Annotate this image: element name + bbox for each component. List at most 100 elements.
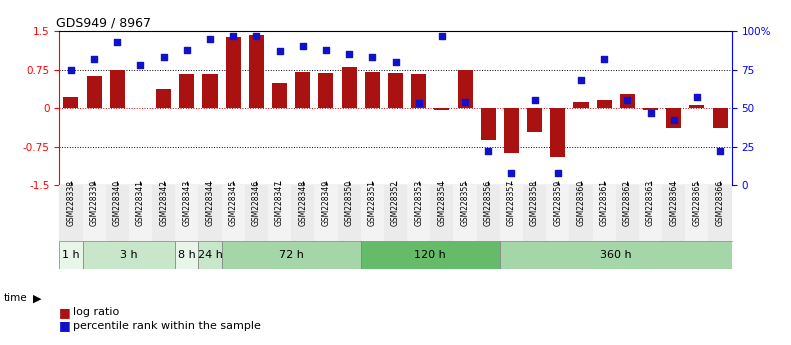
Bar [110, 70, 125, 108]
Bar [481, 108, 496, 140]
Bar [527, 108, 542, 132]
FancyBboxPatch shape [82, 241, 176, 269]
Point [528, 98, 541, 103]
Bar [221, 185, 244, 241]
Text: GDS949 / 8967: GDS949 / 8967 [56, 17, 151, 30]
Text: 360 h: 360 h [600, 250, 631, 260]
Point [668, 118, 680, 123]
Bar [384, 185, 407, 241]
Point [691, 95, 703, 100]
Bar [453, 185, 477, 241]
Text: log ratio: log ratio [73, 307, 119, 317]
Bar [225, 37, 240, 108]
Bar [291, 185, 314, 241]
Point [436, 33, 448, 38]
Point [343, 51, 355, 57]
Bar [365, 72, 380, 108]
Bar [477, 185, 500, 241]
Text: 8 h: 8 h [178, 250, 195, 260]
Bar [685, 185, 709, 241]
Point [713, 148, 726, 154]
Bar [106, 185, 129, 241]
Point [111, 39, 123, 45]
Bar [338, 185, 361, 241]
Point [320, 47, 332, 52]
Bar [573, 102, 589, 108]
Bar [342, 67, 357, 108]
Bar [411, 74, 426, 108]
Bar [59, 185, 82, 241]
Bar [244, 185, 268, 241]
Point [227, 33, 240, 38]
Bar [407, 185, 430, 241]
Point [366, 55, 379, 60]
Point [574, 78, 587, 83]
Bar [180, 74, 195, 108]
Text: time: time [4, 294, 28, 303]
Bar [615, 185, 639, 241]
Bar [666, 108, 681, 128]
Bar [272, 83, 287, 108]
Bar [713, 108, 728, 128]
Text: 24 h: 24 h [198, 250, 222, 260]
Point [505, 170, 518, 176]
Bar [388, 73, 403, 108]
Bar [82, 185, 106, 241]
Point [180, 47, 193, 52]
Point [482, 148, 494, 154]
FancyBboxPatch shape [221, 241, 361, 269]
FancyBboxPatch shape [500, 241, 732, 269]
Bar [592, 185, 615, 241]
Point [551, 170, 564, 176]
FancyBboxPatch shape [59, 241, 82, 269]
Bar [570, 185, 592, 241]
Point [621, 98, 634, 103]
Bar [202, 74, 218, 108]
Bar [662, 185, 685, 241]
Bar [457, 70, 472, 108]
Bar [547, 185, 570, 241]
Point [644, 110, 657, 116]
Bar [156, 89, 171, 108]
Bar [86, 76, 101, 108]
Text: percentile rank within the sample: percentile rank within the sample [73, 321, 261, 331]
Text: 1 h: 1 h [62, 250, 80, 260]
Bar [249, 35, 264, 108]
Bar [504, 108, 519, 153]
Point [65, 67, 78, 72]
Point [459, 99, 471, 105]
Bar [523, 185, 547, 241]
Bar [319, 73, 334, 108]
Bar [434, 108, 449, 110]
Bar [295, 72, 310, 108]
Bar [314, 185, 338, 241]
Text: 72 h: 72 h [278, 250, 304, 260]
Bar [152, 185, 176, 241]
FancyBboxPatch shape [361, 241, 500, 269]
Point [88, 56, 100, 61]
Bar [430, 185, 453, 241]
Bar [596, 100, 611, 108]
Text: ■: ■ [59, 306, 71, 319]
Point [412, 101, 425, 106]
Bar [620, 94, 635, 108]
Bar [129, 185, 152, 241]
Point [273, 48, 286, 54]
Bar [551, 108, 566, 157]
Bar [709, 185, 732, 241]
Point [389, 59, 402, 65]
Bar [643, 108, 658, 110]
Point [157, 55, 170, 60]
Bar [199, 185, 221, 241]
Point [250, 33, 263, 38]
Bar [361, 185, 384, 241]
Text: 120 h: 120 h [414, 250, 446, 260]
Bar [63, 97, 78, 108]
Bar [500, 185, 523, 241]
FancyBboxPatch shape [176, 241, 199, 269]
Point [204, 36, 217, 41]
Bar [176, 185, 199, 241]
Bar [639, 185, 662, 241]
Text: ▶: ▶ [33, 294, 42, 303]
Bar [268, 185, 291, 241]
